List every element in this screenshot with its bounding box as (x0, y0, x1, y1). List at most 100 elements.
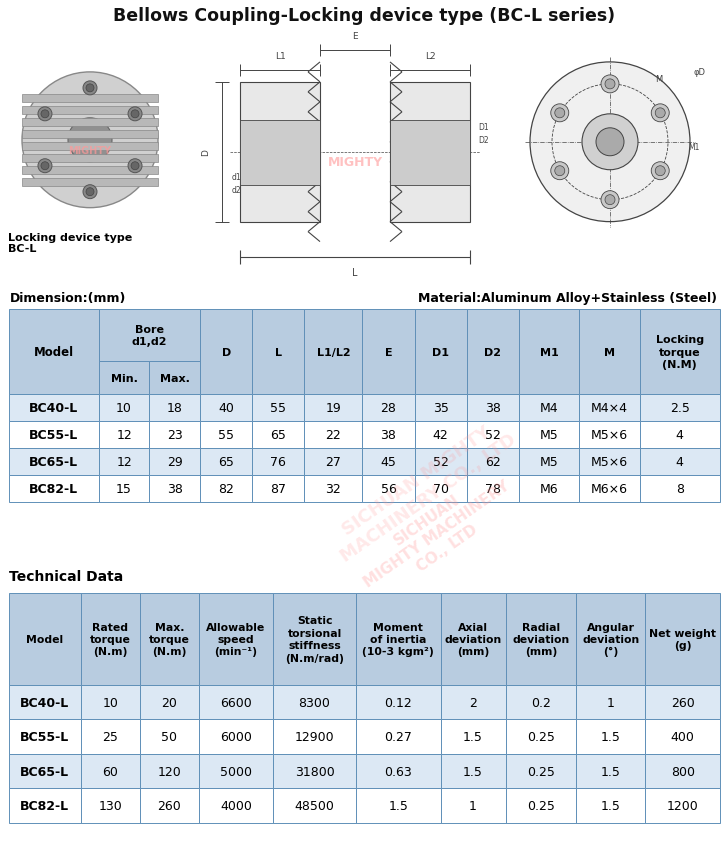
Bar (149, 475, 200, 502)
Bar (252, 310, 304, 394)
Text: 10: 10 (116, 402, 132, 414)
Bar (646, 685, 720, 720)
Bar (9, 448, 99, 475)
Text: 56: 56 (381, 482, 397, 495)
Bar (81, 788, 140, 823)
Bar (9, 421, 99, 448)
Circle shape (131, 163, 139, 170)
Bar (363, 448, 414, 475)
Text: E: E (352, 32, 358, 41)
Text: 4: 4 (676, 429, 684, 441)
Bar (356, 685, 440, 720)
Text: 38: 38 (485, 402, 501, 414)
Text: M1: M1 (540, 347, 558, 357)
Bar (579, 421, 640, 448)
Bar (99, 475, 149, 502)
Bar (519, 448, 579, 475)
Text: 1.5: 1.5 (601, 765, 621, 777)
Bar (577, 720, 646, 754)
Bar (506, 593, 577, 685)
Text: M6: M6 (540, 482, 558, 495)
Text: 40: 40 (218, 402, 234, 414)
Bar (273, 685, 356, 720)
Circle shape (41, 111, 49, 119)
Circle shape (38, 108, 52, 122)
Bar (506, 754, 577, 788)
Text: Model: Model (26, 634, 63, 644)
Bar (506, 685, 577, 720)
Circle shape (596, 128, 624, 156)
Bar (140, 685, 199, 720)
Circle shape (86, 84, 94, 93)
Text: BC40-L: BC40-L (20, 696, 69, 709)
Bar (577, 788, 646, 823)
Text: 55: 55 (270, 402, 286, 414)
Bar (304, 448, 363, 475)
Text: 1.5: 1.5 (463, 765, 483, 777)
Bar (252, 448, 304, 475)
Bar (99, 421, 149, 448)
Bar (506, 720, 577, 754)
Circle shape (86, 188, 94, 197)
Text: 82: 82 (218, 482, 234, 495)
Circle shape (551, 105, 569, 122)
Bar (440, 788, 506, 823)
Circle shape (582, 115, 638, 170)
Text: 15: 15 (116, 482, 132, 495)
Text: Bore
d1,d2: Bore d1,d2 (132, 325, 167, 347)
Text: 78: 78 (485, 482, 501, 495)
Text: 120: 120 (157, 765, 181, 777)
Text: 6000: 6000 (220, 730, 252, 744)
Text: 1.5: 1.5 (601, 730, 621, 744)
Bar (273, 754, 356, 788)
Bar (199, 685, 273, 720)
Circle shape (68, 119, 112, 163)
Bar (22, 131, 158, 138)
Bar (9, 685, 81, 720)
Bar (149, 394, 200, 421)
Text: 31800: 31800 (295, 765, 334, 777)
Bar (579, 475, 640, 502)
Text: d1: d1 (232, 173, 242, 182)
Bar (149, 421, 200, 448)
Text: 60: 60 (103, 765, 119, 777)
Text: D1: D1 (478, 123, 488, 133)
Text: 52: 52 (485, 429, 501, 441)
Text: 38: 38 (167, 482, 183, 495)
Text: SICHUAN
MIGHTY MACHINERY
CO., LTD: SICHUAN MIGHTY MACHINERY CO., LTD (351, 463, 523, 604)
Circle shape (652, 163, 669, 181)
Text: BC40-L: BC40-L (29, 402, 79, 414)
Text: M5×6: M5×6 (591, 429, 628, 441)
Bar (81, 593, 140, 685)
Circle shape (601, 76, 619, 94)
Circle shape (530, 62, 690, 222)
Bar (22, 95, 158, 103)
Bar (140, 788, 199, 823)
Text: L2: L2 (424, 51, 435, 61)
Text: 18: 18 (167, 402, 183, 414)
Bar (440, 593, 506, 685)
Text: φD: φD (693, 68, 705, 77)
Bar (99, 394, 149, 421)
Text: 19: 19 (325, 402, 341, 414)
Text: 6600: 6600 (220, 696, 252, 709)
Circle shape (83, 186, 97, 199)
Bar (356, 593, 440, 685)
Text: M1: M1 (688, 143, 700, 152)
Text: 27: 27 (325, 455, 341, 468)
Text: 12: 12 (116, 429, 132, 441)
Text: 12900: 12900 (295, 730, 334, 744)
Text: D2: D2 (484, 347, 502, 357)
Bar (199, 720, 273, 754)
Text: 23: 23 (167, 429, 183, 441)
Bar (81, 720, 140, 754)
Bar (252, 421, 304, 448)
Bar (467, 310, 519, 394)
Bar (577, 593, 646, 685)
Bar (467, 421, 519, 448)
Bar (579, 394, 640, 421)
Text: Max.
torque
(N.m): Max. torque (N.m) (149, 622, 190, 657)
Bar (149, 362, 200, 394)
Text: 52: 52 (432, 455, 448, 468)
Text: 400: 400 (670, 730, 695, 744)
